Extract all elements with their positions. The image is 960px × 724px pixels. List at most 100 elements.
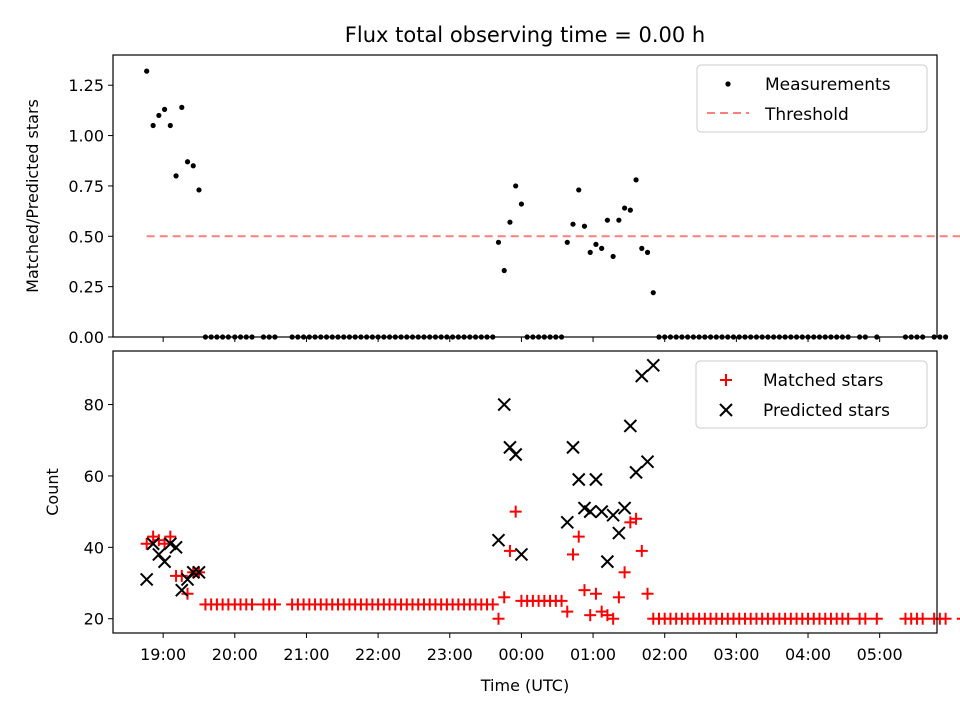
measurement-point [639, 245, 645, 251]
predicted-star-stroke [646, 358, 660, 372]
matched-star-point [641, 587, 654, 600]
predicted-star-stroke [640, 454, 655, 469]
predicted-star-stroke [139, 572, 154, 587]
predicted-star-point [192, 565, 206, 580]
measurement-point [150, 122, 156, 129]
matched-star-point [584, 609, 597, 622]
predicted-star-point [646, 358, 660, 372]
legend-predicted-label: Predicted stars [763, 401, 890, 421]
predicted-star-stroke [508, 447, 523, 462]
measurement-point [564, 239, 570, 245]
predicted-star-stroke [635, 369, 649, 383]
x-tick-label: 00:00 [498, 645, 544, 664]
matched-star-point [492, 612, 505, 625]
measurement-point [581, 223, 588, 229]
matched-star-point [561, 605, 574, 618]
measurement-point [650, 290, 656, 296]
predicted-star-stroke [163, 537, 178, 551]
matched-star-point [859, 612, 872, 625]
predicted-star-stroke [514, 547, 529, 562]
ratio-y-axis-label: Matched/Predicted stars [23, 99, 42, 293]
predicted-star-point [146, 537, 160, 551]
measurement-point [644, 249, 651, 255]
predicted-star-point [594, 504, 609, 519]
predicted-star-point [139, 572, 154, 587]
matched-star-point [618, 566, 631, 579]
x-tick-label: 01:00 [570, 645, 616, 664]
x-tick-label: 19:00 [140, 645, 186, 664]
measurement-point [937, 334, 943, 340]
measurement-point [190, 163, 196, 169]
measurement-point [495, 239, 502, 245]
count-legend: Matched stars Predicted stars [695, 360, 928, 429]
measurement-point [627, 207, 633, 213]
predicted-star-point [612, 526, 626, 540]
predicted-star-stroke [572, 472, 586, 487]
predicted-star-stroke [560, 515, 574, 530]
measurement-point [570, 221, 576, 227]
predicted-star-point [640, 454, 655, 469]
predicted-star-point [629, 465, 643, 480]
y-tick-label: 1.00 [68, 127, 104, 146]
measurement-point [518, 201, 525, 207]
ratio-legend-box [696, 64, 928, 133]
y-tick-label: 0.00 [68, 328, 104, 347]
predicted-star-stroke [606, 508, 620, 522]
predicted-star-stroke [566, 440, 580, 455]
legend-predicted-marker [719, 403, 733, 417]
matched-star-point [503, 544, 516, 557]
matched-star-point [498, 591, 511, 604]
y-tick-label: 1.25 [68, 76, 104, 95]
x-axis-label: Time (UTC) [480, 676, 569, 695]
predicted-star-point [572, 472, 586, 487]
predicted-star-point [175, 583, 189, 597]
ratio-panel-frame [112, 54, 938, 338]
measurement-point [196, 187, 202, 193]
measurement-point [507, 219, 513, 225]
predicted-star-point [169, 540, 183, 555]
predicted-star-stroke [594, 504, 609, 519]
measurement-point [633, 177, 639, 183]
x-tick-label: 03:00 [713, 645, 759, 664]
ratio-legend: Measurements Threshold [696, 64, 928, 133]
x-tick-label: 21:00 [283, 645, 329, 664]
predicted-star-point [583, 504, 597, 519]
matched-star-point [630, 512, 643, 525]
ratio-panel: 0.00 0.25 0.50 0.75 1.00 1.25 [68, 68, 960, 347]
x-tick-label: 05:00 [857, 645, 903, 664]
predicted-star-point [560, 515, 574, 530]
x-tick-label: 20:00 [212, 645, 258, 664]
y-tick-label: 20 [84, 610, 104, 629]
measurement-point [167, 122, 173, 129]
legend-matched-label: Matched stars [763, 371, 883, 391]
measurement-point [621, 205, 628, 211]
measurement-point [173, 173, 179, 179]
y-tick-label: 40 [84, 538, 104, 557]
predicted-star-point [623, 419, 638, 433]
measurement-point [501, 267, 507, 274]
legend-threshold-label: Threshold [764, 105, 849, 125]
predicted-star-point [566, 440, 580, 455]
predicted-star-stroke [169, 540, 183, 555]
measurement-point [604, 217, 611, 223]
matched-star-point [181, 587, 194, 600]
predicted-star-point [589, 472, 603, 487]
measurement-point [599, 245, 605, 251]
matched-star-point [486, 598, 499, 611]
matched-star-point [140, 537, 153, 550]
measurement-point [144, 68, 150, 74]
count-panel: 20 40 60 80 19:00 20:00 21:00 22:00 23:00 00:00 01… [84, 358, 960, 664]
predicted-star-stroke [146, 537, 160, 551]
matched-star-point [555, 594, 568, 607]
measurement-point [576, 187, 582, 193]
legend-measurements-marker [725, 81, 731, 87]
measurement-point [513, 183, 519, 189]
x-tick-label: 04:00 [785, 645, 831, 664]
matched-star-point [842, 612, 855, 625]
matched-star-point [158, 537, 171, 550]
matched-star-point [939, 612, 952, 625]
predicted-star-stroke [617, 501, 632, 515]
x-tick-label: 02:00 [642, 645, 688, 664]
count-y-axis-label: Count [43, 468, 62, 516]
